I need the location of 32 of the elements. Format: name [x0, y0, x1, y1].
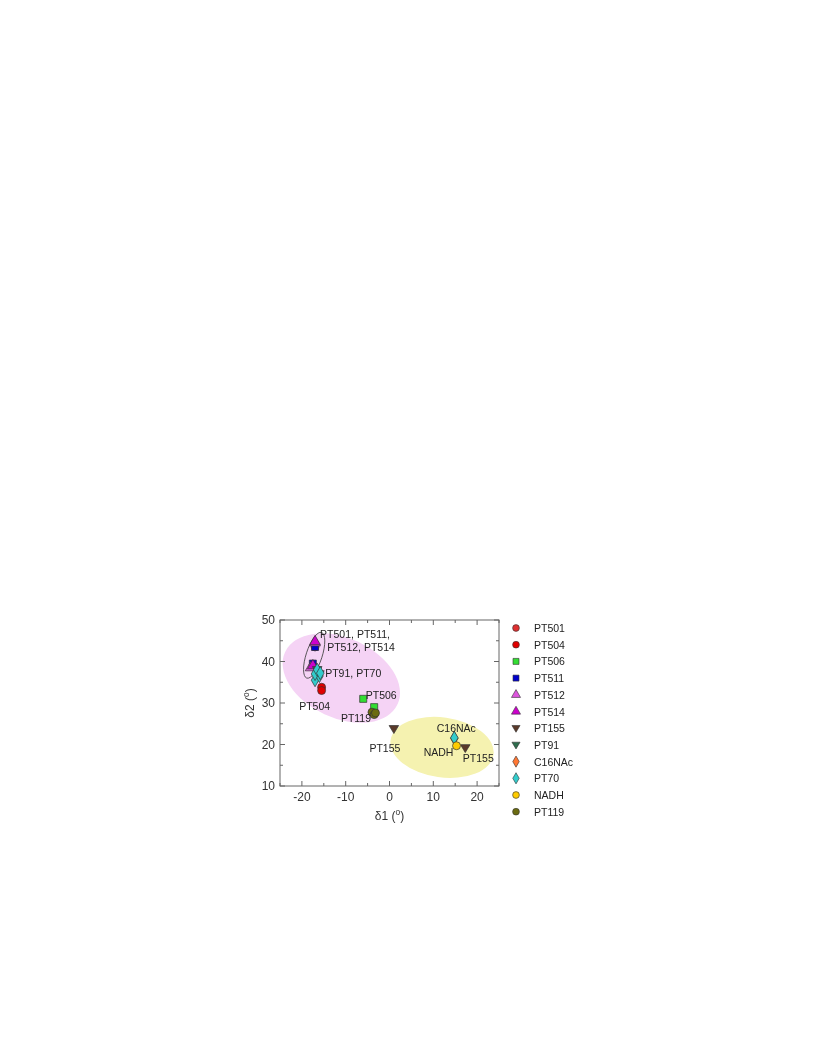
y-tick-label: 50 [261, 613, 276, 627]
legend-label: PT512 [534, 688, 566, 701]
legend-label: PT504 [534, 638, 566, 651]
legend-label: C16NAc [534, 755, 574, 768]
legend-label: NADH [534, 789, 564, 801]
legend-label: PT70 [534, 772, 560, 785]
annotation: PT504 [299, 699, 331, 712]
annotation: NADH [423, 745, 454, 758]
legend-label: PT155 [534, 722, 566, 735]
x-tick-label: 0 [386, 790, 394, 804]
legend-label: PT91 [534, 738, 560, 751]
y-tick-label: 10 [261, 779, 276, 793]
x-tick-label: 20 [470, 790, 485, 804]
y-tick-label: 20 [261, 737, 276, 752]
legend-label: PT506 [534, 655, 566, 668]
y-tick-label: 30 [261, 696, 276, 710]
x-tick-label: -20 [293, 790, 311, 804]
annotation: PT119 [340, 712, 372, 725]
annotation: PT501, PT511, PT512, PT514 [320, 627, 396, 653]
legend-label: PT501 [534, 622, 566, 634]
legend-label: PT119 [534, 805, 565, 818]
annotation: PT155 [369, 741, 401, 754]
x-tick-label: 10 [426, 790, 441, 804]
y-tick-label: 40 [261, 654, 276, 669]
annotation: PT91, PT70 [325, 666, 382, 679]
x-tick-label: -10 [337, 790, 355, 804]
annotation: C16NAc [436, 722, 476, 735]
legend-label: PT511 [534, 672, 565, 685]
annotation: PT506 [365, 688, 397, 701]
annotation: PT155 [462, 751, 494, 764]
x-axis-title: δ1 ($^{o}$) [374, 807, 405, 823]
legend-label: PT514 [534, 705, 566, 718]
